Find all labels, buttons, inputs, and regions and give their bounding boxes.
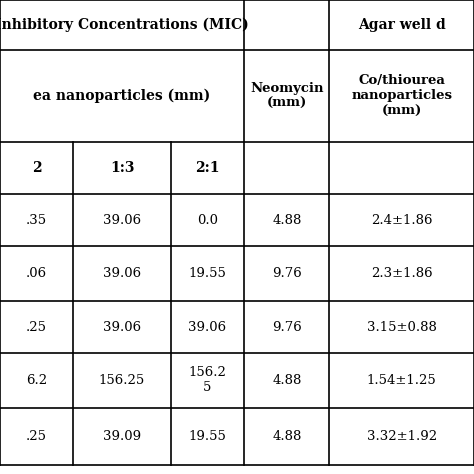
Text: 9.76: 9.76 [272, 320, 301, 334]
Text: 39.09: 39.09 [103, 429, 141, 443]
Text: 1.54±1.25: 1.54±1.25 [367, 374, 437, 387]
Text: ea nanoparticles (mm): ea nanoparticles (mm) [34, 89, 210, 103]
Text: 2:1: 2:1 [195, 161, 219, 175]
Text: Co/thiourea
nanoparticles
(mm): Co/thiourea nanoparticles (mm) [351, 74, 452, 118]
Text: 2.3±1.86: 2.3±1.86 [371, 267, 433, 280]
Text: 39.06: 39.06 [188, 320, 227, 334]
Text: .06: .06 [26, 267, 47, 280]
Text: 39.06: 39.06 [103, 320, 141, 334]
Text: 4.88: 4.88 [272, 429, 301, 443]
Text: 156.25: 156.25 [99, 374, 145, 387]
Text: .25: .25 [26, 429, 47, 443]
Text: 0.0: 0.0 [197, 214, 218, 227]
Text: .25: .25 [26, 320, 47, 334]
Text: 156.2
5: 156.2 5 [189, 366, 226, 394]
Text: 6.2: 6.2 [26, 374, 47, 387]
Text: 39.06: 39.06 [103, 267, 141, 280]
Text: 2.4±1.86: 2.4±1.86 [371, 214, 432, 227]
Text: 39.06: 39.06 [103, 214, 141, 227]
Text: 4.88: 4.88 [272, 214, 301, 227]
Text: 2: 2 [32, 161, 42, 175]
Text: Agar well d: Agar well d [358, 18, 446, 32]
Text: 3.32±1.92: 3.32±1.92 [367, 429, 437, 443]
Text: 19.55: 19.55 [189, 267, 226, 280]
Text: .35: .35 [26, 214, 47, 227]
Text: 1:3: 1:3 [110, 161, 134, 175]
Text: Neomycin
(mm): Neomycin (mm) [250, 82, 324, 110]
Text: 3.15±0.88: 3.15±0.88 [367, 320, 437, 334]
Text: 19.55: 19.55 [189, 429, 226, 443]
Text: Inhibitory Concentrations (MIC): Inhibitory Concentrations (MIC) [0, 18, 249, 32]
Text: 4.88: 4.88 [272, 374, 301, 387]
Text: 9.76: 9.76 [272, 267, 301, 280]
